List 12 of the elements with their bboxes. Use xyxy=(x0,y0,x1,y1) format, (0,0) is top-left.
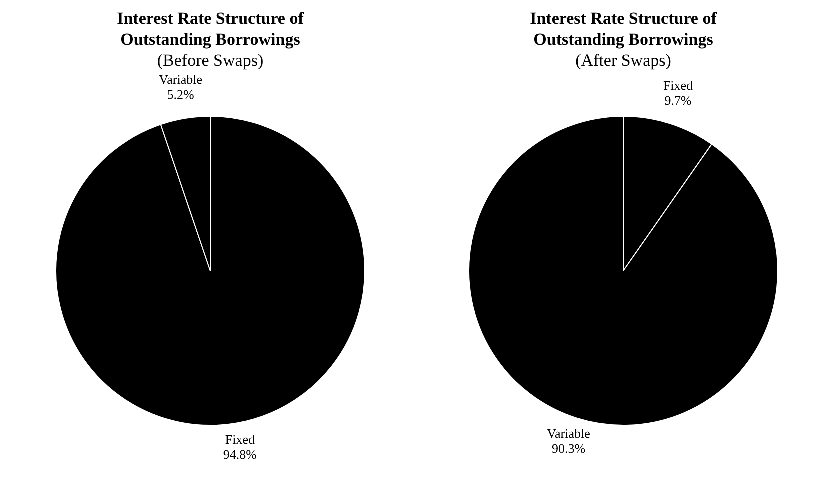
chart-title: Interest Rate Structure of Outstanding Borrowings xyxy=(529,8,718,50)
slice-label: Variable xyxy=(547,426,591,442)
chart-subtitle: (Before Swaps) xyxy=(156,50,265,71)
slice-label: Fixed xyxy=(225,432,256,448)
chart-title: Interest Rate Structure of Outstanding Borrowings xyxy=(116,8,306,50)
data-label: 94.8% xyxy=(223,447,258,462)
slice-label: Variable xyxy=(159,72,203,87)
data-label: 9.7% xyxy=(664,92,692,108)
slice-label: Fixed xyxy=(663,78,694,93)
data-label: 90.3% xyxy=(552,441,586,456)
chart-subtitle: (After Swaps) xyxy=(574,50,672,71)
data-label: 5.2% xyxy=(167,86,195,102)
